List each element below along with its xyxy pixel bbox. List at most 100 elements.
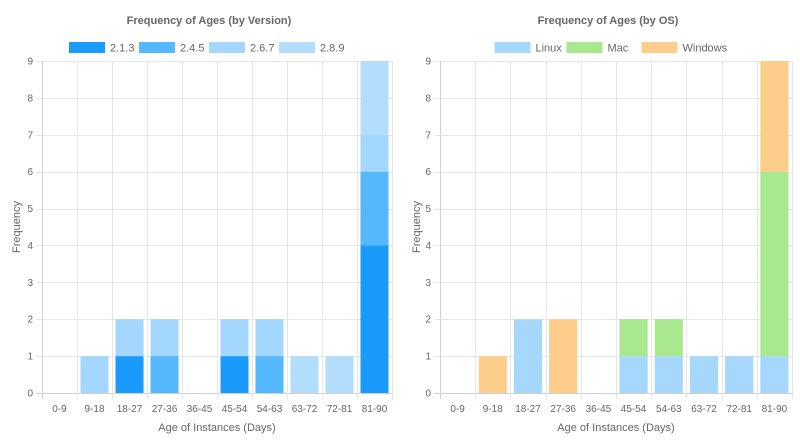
legend-swatch [69, 42, 105, 53]
legend-item-2-4-5[interactable]: 2.4.5 [139, 42, 204, 55]
legend: Linux Mac Windows [494, 42, 728, 55]
x-tick-label: 81-90 [362, 404, 388, 415]
bar-windows-81-90[interactable] [760, 61, 789, 172]
x-tick-label: 63-72 [292, 404, 318, 415]
legend-item-linux[interactable]: Linux [494, 42, 563, 55]
y-tick-label: 2 [425, 315, 431, 326]
legend-swatch [494, 42, 531, 53]
x-tick-label: 54-63 [656, 404, 682, 415]
legend-label: Mac [608, 43, 629, 55]
legend-label: 2.4.5 [180, 43, 204, 55]
bar-2-6-7-45-54[interactable] [220, 319, 249, 357]
bar-mac-45-54[interactable] [619, 319, 648, 357]
legend-item-mac[interactable]: Mac [566, 42, 629, 55]
bar-2-1-3-81-90[interactable] [360, 245, 389, 393]
legend-swatch [139, 42, 175, 53]
legend-item-2-8-9[interactable]: 2.8.9 [279, 42, 344, 55]
y-tick-label: 6 [425, 167, 431, 178]
bar-2-6-7-18-27[interactable] [115, 319, 144, 357]
x-tick-label: 27-36 [550, 404, 576, 415]
bar-mac-81-90[interactable] [760, 171, 789, 357]
bar-linux-72-81[interactable] [725, 356, 754, 393]
y-axis-title: Frequency [411, 201, 423, 253]
os-chart: Frequency of Ages (by OS) Linux Mac Windows… [411, 15, 793, 434]
bar-2-6-7-54-63[interactable] [255, 319, 284, 357]
chart-title: Frequency of Ages (by OS) [538, 15, 679, 27]
legend-swatch [641, 42, 678, 53]
x-tick-label: 81-90 [762, 404, 788, 415]
bar-2-8-9-72-81[interactable] [325, 356, 354, 393]
chart-title: Frequency of Ages (by Version) [127, 15, 292, 27]
y-tick-label: 4 [27, 241, 33, 252]
bar-linux-63-72[interactable] [689, 356, 719, 393]
gridlines [36, 61, 393, 399]
x-tick-label: 9-18 [483, 404, 503, 415]
x-tick-label: 45-54 [621, 404, 647, 415]
gridlines [434, 61, 793, 399]
y-tick-label: 1 [425, 352, 431, 363]
y-tick-label: 6 [27, 167, 33, 178]
bar-2-1-3-18-27[interactable] [115, 356, 144, 393]
y-tick-label: 1 [27, 352, 33, 363]
bar-mac-54-63[interactable] [654, 319, 683, 357]
legend-label: 2.8.9 [320, 43, 344, 55]
y-tick-label: 0 [425, 389, 431, 400]
bar-linux-18-27[interactable] [513, 319, 543, 393]
bar-2-8-9-63-72[interactable] [290, 356, 319, 393]
y-tick-label: 2 [27, 315, 33, 326]
bar-windows-9-18[interactable] [478, 356, 507, 393]
x-tick-label: 63-72 [691, 404, 717, 415]
legend-label: Linux [536, 43, 563, 55]
y-tick-label: 8 [425, 93, 431, 104]
x-tick-label: 0-9 [52, 404, 67, 415]
bar-linux-81-90[interactable] [760, 356, 789, 393]
x-tick-label: 54-63 [257, 404, 283, 415]
bar-2-4-5-81-90[interactable] [360, 171, 389, 246]
legend-label: 2.6.7 [250, 43, 274, 55]
x-tick-label: 36-45 [187, 404, 213, 415]
bars [80, 61, 389, 393]
bar-2-8-9-81-90[interactable] [360, 61, 389, 135]
bar-linux-54-63[interactable] [654, 356, 683, 393]
y-tick-label: 9 [425, 57, 431, 68]
legend-swatch [566, 42, 603, 53]
bar-2-1-3-45-54[interactable] [220, 356, 249, 393]
bar-2-6-7-27-36[interactable] [150, 319, 179, 357]
legend-label: Windows [683, 43, 728, 55]
bar-2-4-5-27-36[interactable] [150, 356, 179, 393]
bars [478, 61, 789, 393]
x-axis-title: Age of Instances (Days) [557, 422, 674, 434]
bar-2-6-7-9-18[interactable] [80, 356, 109, 393]
y-tick-label: 5 [27, 204, 33, 215]
y-tick-label: 5 [425, 204, 431, 215]
legend-item-2-6-7[interactable]: 2.6.7 [209, 42, 274, 55]
legend-item-2-1-3[interactable]: 2.1.3 [69, 42, 134, 55]
version-chart: Frequency of Ages (by Version) 2.1.3 2.4.5… [11, 15, 393, 434]
x-tick-label: 27-36 [152, 404, 178, 415]
legend: 2.1.3 2.4.5 2.6.7 2.8.9 [69, 42, 344, 55]
y-tick-label: 3 [27, 278, 33, 289]
bar-2-4-5-54-63[interactable] [255, 356, 284, 393]
legend-swatch [279, 42, 315, 53]
y-tick-label: 4 [425, 241, 431, 252]
bar-2-6-7-81-90[interactable] [360, 134, 389, 172]
legend-item-windows[interactable]: Windows [641, 42, 728, 55]
legend-swatch [209, 42, 245, 53]
y-tick-label: 0 [27, 389, 33, 400]
x-tick-label: 72-81 [327, 404, 353, 415]
y-tick-label: 8 [27, 93, 33, 104]
y-tick-label: 9 [27, 57, 33, 68]
x-tick-label: 18-27 [515, 404, 541, 415]
y-tick-label: 3 [425, 278, 431, 289]
bar-windows-27-36[interactable] [549, 319, 578, 393]
x-tick-label: 9-18 [84, 404, 104, 415]
x-tick-label: 36-45 [586, 404, 612, 415]
x-tick-label: 18-27 [117, 404, 143, 415]
y-tick-label: 7 [27, 130, 33, 141]
x-tick-label: 0-9 [450, 404, 465, 415]
y-tick-label: 7 [425, 130, 431, 141]
bar-linux-45-54[interactable] [619, 356, 648, 393]
x-tick-label: 72-81 [726, 404, 752, 415]
y-axis-title: Frequency [11, 201, 23, 253]
